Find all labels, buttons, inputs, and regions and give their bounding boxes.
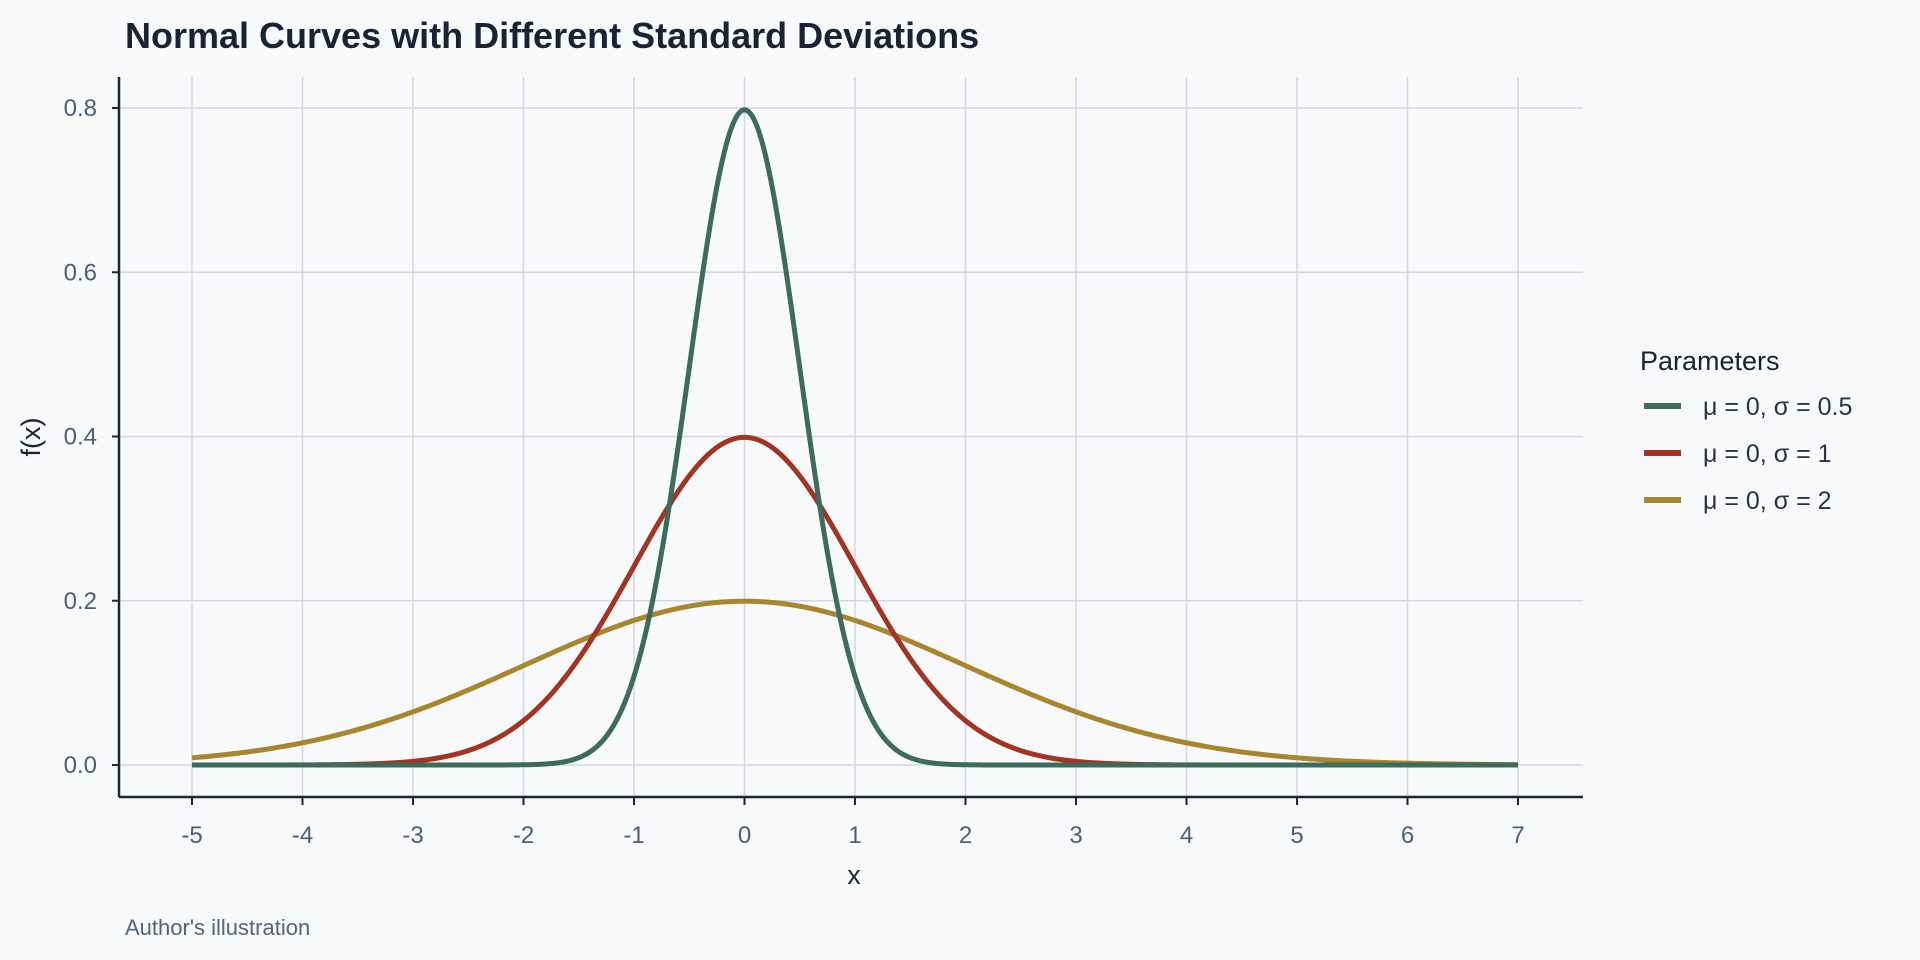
y-tick-label: 0.8 [64,95,97,122]
caption: Author's illustration [125,915,310,940]
x-tick-label: 4 [1180,822,1193,849]
curves [191,107,1519,768]
x-tick-label: 7 [1511,822,1524,849]
x-tick-label: 0 [738,822,751,849]
x-tick-label: 5 [1290,822,1303,849]
y-tick-label: 0.0 [64,752,97,779]
x-tick-label: -5 [181,822,202,849]
curve-sigma-0-5 [191,107,1519,768]
legend-label: μ = 0, σ = 1 [1703,440,1832,468]
y-axis-label: f(x) [16,418,46,457]
axes: -5 -4 -3 -2 -1 0 1 2 3 4 5 6 7 0.0 0.2 0.4 0.6 0.8 [64,77,1583,849]
x-tick-label: -1 [623,822,644,849]
legend-title: Parameters [1640,346,1780,376]
x-tick-label: -2 [513,822,534,849]
x-tick-label: 1 [848,822,861,849]
x-axis-label: x [847,860,861,890]
x-tick-label: -3 [402,822,423,849]
legend-label: μ = 0, σ = 2 [1703,487,1832,515]
curve-sigma-2 [191,598,1519,768]
legend-label: μ = 0, σ = 0.5 [1703,393,1852,421]
x-tick-label: 2 [959,822,972,849]
chart-title: Normal Curves with Different Standard De… [125,15,979,56]
y-tick-label: 0.6 [64,259,97,286]
x-tick-label: -4 [292,822,313,849]
legend: Parameters μ = 0, σ = 0.5 μ = 0, σ = 1 μ =… [1640,346,1852,515]
y-tick-label: 0.2 [64,588,97,615]
y-tick-label: 0.4 [64,424,97,451]
x-tick-label: 6 [1401,822,1414,849]
x-tick-label: 3 [1069,822,1082,849]
